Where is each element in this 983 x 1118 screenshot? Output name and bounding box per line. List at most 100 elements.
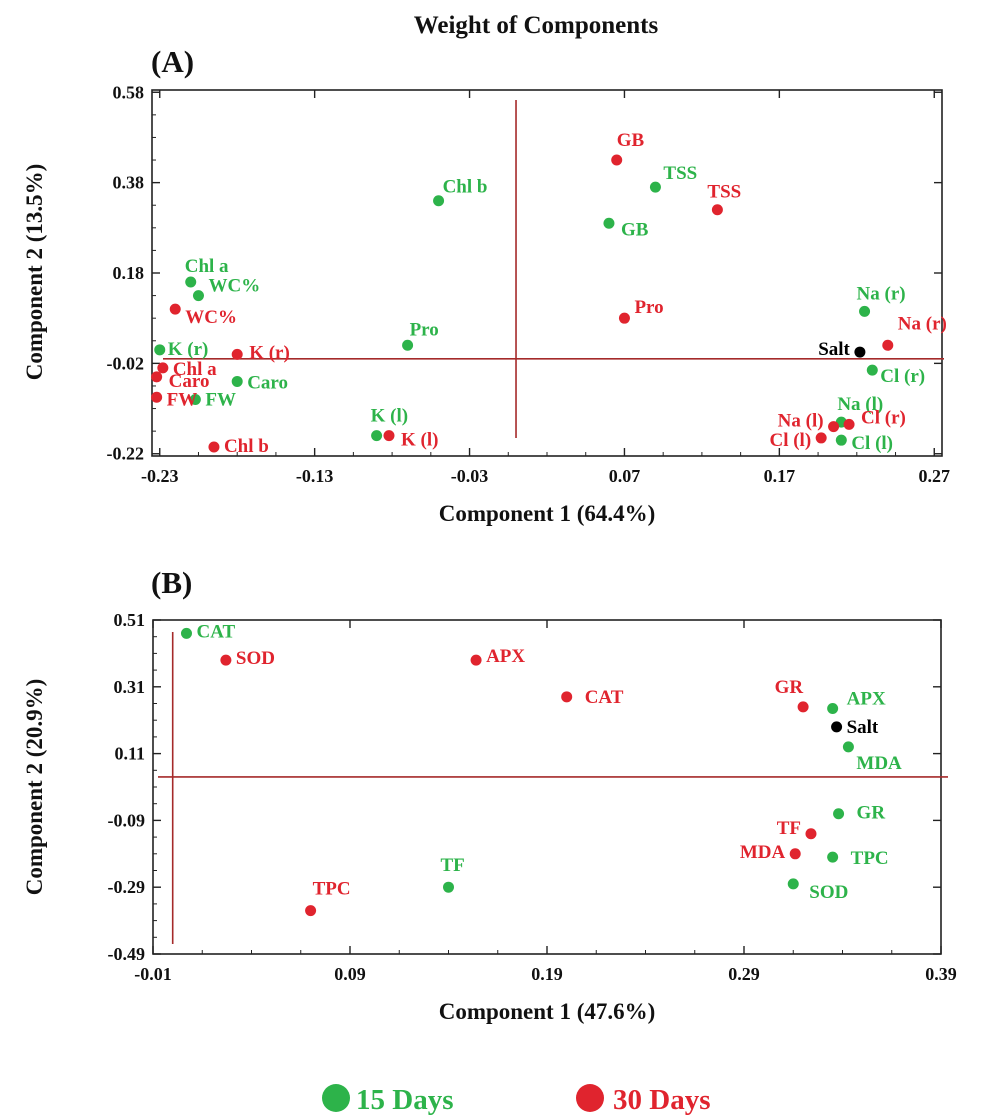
panel-a-tag: (A) xyxy=(151,44,194,79)
y-tick-label: -0.02 xyxy=(107,353,145,373)
legend-label-15-days: 15 Days xyxy=(356,1084,453,1116)
panel-a-15-days-k-l-label: K (l) xyxy=(371,406,408,427)
panel-a-30-days-cl-r-label: Cl (r) xyxy=(861,407,906,428)
panel-a-15-days-wcpct-point xyxy=(192,290,204,302)
panel-a-15-days-k-l-point xyxy=(371,430,383,442)
panel-b-ticks: -0.01 0.09 0.19 0.29 0.39 0.51 0.31 0.11 -0.09 -0… xyxy=(108,610,957,984)
panel-b-30-days-tf-label: TF xyxy=(777,818,801,839)
x-tick-label: 0.17 xyxy=(764,466,796,486)
panel-b-salt-salt-point xyxy=(831,721,843,733)
panel-b-chart: (B) -0.01 0.09 0.19 0.29 0.390.510.310.11-0.… xyxy=(22,565,957,1024)
panel-a-30-days-fw-label: FW xyxy=(167,389,198,410)
panel-b-15-days-gr-point xyxy=(833,808,845,820)
panel-a-30-days-na-l-point xyxy=(828,421,840,433)
panel-a-30-days-tss-label: TSS xyxy=(707,182,741,203)
panel-a-15-days-fw-point xyxy=(189,394,201,406)
panel-a-15-days-caro-label: Caro xyxy=(247,372,288,393)
panel-b-15-days-tpc-label: TPC xyxy=(851,848,889,869)
panel-a-30-days-chl-a-label: Chl a xyxy=(173,359,217,380)
x-tick-label: -0.23 xyxy=(141,466,179,486)
panel-b-30-days-gr-point xyxy=(797,701,809,713)
panel-a-15-days-pro-label: Pro xyxy=(410,319,439,340)
panel-b-30-days-gr-label: GR xyxy=(775,677,804,698)
panel-a-30-days-na-r-point xyxy=(882,339,894,351)
panel-a-30-days-wcpct-point xyxy=(169,303,181,315)
panel-b-30-days-tpc-label: TPC xyxy=(313,879,351,900)
panel-a-30-days-chl-a-point xyxy=(157,362,169,374)
legend-marker-30-days xyxy=(576,1084,604,1112)
panel-a-15-days-cl-l-label: Cl (l) xyxy=(851,433,893,454)
x-tick-label: -0.13 xyxy=(296,466,334,486)
panel-a-30-days-caro-point xyxy=(151,371,163,383)
x-tick-label: -0.03 xyxy=(451,466,489,486)
panel-b-plot-frame xyxy=(152,619,942,955)
panel-b-30-days-cat-point xyxy=(561,691,573,703)
panel-a-30-days-k-l-label: K (l) xyxy=(401,430,438,451)
y-tick-label: 0.58 xyxy=(113,82,145,102)
panel-a-30-days-chl-b-label: Chl b xyxy=(224,436,269,457)
x-tick-label: 0.29 xyxy=(728,964,760,984)
panel-a-salt-salt-label: Salt xyxy=(818,339,850,360)
panel-a-x-axis-label: Component 1 (64.4%) xyxy=(439,501,656,526)
panel-a-30-days-k-r-point xyxy=(231,348,243,360)
panel-a-30-days-fw-point xyxy=(151,391,163,403)
panel-a-15-days-fw-label: FW xyxy=(205,390,236,411)
panel-b-15-days-apx-point xyxy=(827,703,839,715)
panel-a-30-days-tss-point xyxy=(711,204,723,216)
x-tick-label: 0.07 xyxy=(609,466,641,486)
panel-a-15-days-gb-point xyxy=(603,217,615,229)
panel-b-tag: (B) xyxy=(151,565,192,600)
panel-b-15-days-cat-point xyxy=(180,627,192,639)
panel-b-15-days-gr-label: GR xyxy=(857,803,886,824)
panel-b-y-axis-label: Component 2 (20.9%) xyxy=(22,679,47,896)
panel-b-15-days-apx-label: APX xyxy=(847,689,886,710)
y-tick-label: 0.11 xyxy=(114,744,145,764)
panel-a-reference-lines xyxy=(163,100,944,438)
panel-a-15-days-chl-b-label: Chl b xyxy=(443,177,488,198)
panel-a-15-days-na-r-label: Na (r) xyxy=(857,283,906,304)
x-tick-label: 0.39 xyxy=(925,964,957,984)
panel-b-15-days-tf-point xyxy=(443,881,454,893)
panel-a-15-days-gb-label: GB xyxy=(621,219,649,240)
panel-a-15-days-k-r-point xyxy=(154,344,166,356)
panel-b-reference-lines xyxy=(158,632,948,944)
panel-a-y-axis-label: Component 2 (13.5%) xyxy=(22,164,47,381)
panel-b-30-days-sod-point xyxy=(220,654,232,666)
y-tick-label: 0.51 xyxy=(114,610,146,630)
panel-a-15-days-cl-r-label: Cl (r) xyxy=(880,366,925,387)
x-tick-label: 0.27 xyxy=(919,466,951,486)
panel-a-plot-frame xyxy=(151,89,943,457)
panel-b-15-days-sod-label: SOD xyxy=(809,882,848,903)
panel-a-30-days-k-r-label: K (r) xyxy=(249,342,290,363)
panel-a-15-days-tss-point xyxy=(649,181,661,193)
panel-a-30-days-caro-label: Caro xyxy=(169,371,210,392)
figure-title: Weight of Components xyxy=(414,12,659,39)
panel-a-15-days-tss-label: TSS xyxy=(663,163,697,184)
panel-a-salt-salt-point xyxy=(854,346,866,358)
panel-a-30-days-pro-label: Pro xyxy=(634,297,663,318)
panel-b-15-days-mda-label: MDA xyxy=(856,753,902,774)
panel-a-chart: (A) -0.23 -0.13 -0.03 0.07 0.17 0.27 0.58 0.38 0… xyxy=(22,44,950,526)
panel-b-15-days-tf-label: TF xyxy=(441,855,465,876)
panel-b-30-days-sod-label: SOD xyxy=(236,648,275,669)
panel-b-30-days-apx-label: APX xyxy=(486,646,525,667)
panel-b-30-days-apx-point xyxy=(470,654,482,666)
panel-a-15-days-wcpct-label: WC% xyxy=(208,276,260,297)
panel-a-30-days-cl-l-point xyxy=(815,432,827,444)
panel-a-15-days-na-l-label: Na (l) xyxy=(837,394,883,415)
y-tick-label: 0.31 xyxy=(114,677,146,697)
panel-b-30-days-mda-label: MDA xyxy=(740,842,786,863)
panel-b-15-days-sod-point xyxy=(787,878,799,890)
y-tick-label: -0.09 xyxy=(108,810,146,830)
y-tick-label: 0.38 xyxy=(113,173,145,193)
x-tick-label: 0.19 xyxy=(531,964,563,984)
panel-a-30-days-na-l-label: Na (l) xyxy=(778,411,824,432)
panel-a-30-days-cl-l-label: Cl (l) xyxy=(769,430,811,451)
y-tick-label: -0.29 xyxy=(108,877,146,897)
y-tick-label: 0.18 xyxy=(113,263,145,283)
panel-b-30-days-mda-point xyxy=(789,848,801,860)
panel-b-30-days-tpc-point xyxy=(305,905,317,917)
